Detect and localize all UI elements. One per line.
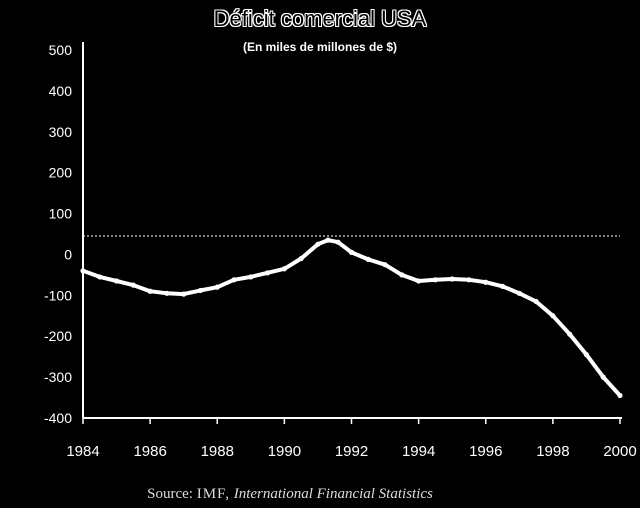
data-point bbox=[315, 241, 321, 247]
y-tick-label: 500 bbox=[49, 42, 73, 58]
data-point bbox=[264, 270, 271, 276]
data-point bbox=[499, 283, 506, 289]
data-point bbox=[197, 287, 204, 294]
y-tick-label: 200 bbox=[49, 165, 73, 181]
source-publication: International Financial Statistics bbox=[233, 486, 433, 502]
data-point bbox=[449, 276, 455, 282]
x-tick-label: 1986 bbox=[133, 443, 166, 460]
source-note: Source: IMF, International Financial Sta… bbox=[0, 486, 580, 503]
data-point bbox=[147, 288, 153, 294]
y-tick-label: -200 bbox=[44, 328, 72, 344]
data-point bbox=[281, 266, 287, 272]
data-point bbox=[483, 279, 489, 285]
data-point bbox=[335, 239, 341, 245]
data-point bbox=[550, 313, 556, 319]
data-point bbox=[583, 352, 590, 358]
data-point bbox=[231, 277, 237, 283]
data-point bbox=[432, 277, 439, 283]
data-point bbox=[416, 278, 422, 284]
source-org: IMF, bbox=[196, 486, 230, 502]
data-point bbox=[130, 282, 136, 288]
data-point bbox=[567, 331, 573, 337]
data-point bbox=[181, 291, 187, 297]
x-tick-label: 1988 bbox=[201, 443, 234, 460]
data-point bbox=[97, 274, 103, 280]
y-tick-label: -400 bbox=[44, 410, 72, 426]
series-line bbox=[81, 238, 622, 398]
source-prefix: Source: bbox=[147, 486, 193, 502]
data-point bbox=[325, 237, 331, 243]
x-tick-label: 1990 bbox=[268, 443, 301, 460]
data-point bbox=[617, 392, 623, 399]
x-tick-label: 1994 bbox=[402, 443, 435, 460]
x-tick-label: 1984 bbox=[66, 443, 99, 460]
y-tick-label: -300 bbox=[44, 369, 72, 385]
data-point bbox=[533, 298, 539, 305]
data-point bbox=[248, 274, 254, 280]
y-tick-label: 400 bbox=[49, 83, 73, 99]
chart-subtitle: (En miles de millones de $) bbox=[242, 40, 398, 54]
data-point bbox=[516, 290, 522, 296]
data-point bbox=[348, 249, 355, 255]
data-point bbox=[113, 278, 120, 284]
data-point bbox=[466, 277, 472, 283]
y-tick-label: 0 bbox=[64, 246, 72, 262]
data-point bbox=[600, 374, 606, 380]
data-point bbox=[399, 272, 405, 278]
x-tick-label: 1992 bbox=[335, 443, 368, 460]
data-point bbox=[214, 284, 220, 290]
y-tick-label: -100 bbox=[44, 287, 72, 303]
data-point bbox=[164, 290, 170, 296]
data-point bbox=[365, 256, 371, 262]
x-tick-label: 1998 bbox=[536, 443, 569, 460]
y-tick-label: 100 bbox=[49, 206, 73, 222]
data-point bbox=[382, 262, 388, 268]
data-point bbox=[298, 255, 304, 262]
x-tick-label: 2000 bbox=[603, 443, 636, 460]
y-tick-label: 300 bbox=[49, 124, 73, 140]
data-point bbox=[80, 268, 86, 274]
chart-title: Déficit comercial USA bbox=[213, 6, 427, 31]
x-tick-label: 1996 bbox=[469, 443, 502, 460]
